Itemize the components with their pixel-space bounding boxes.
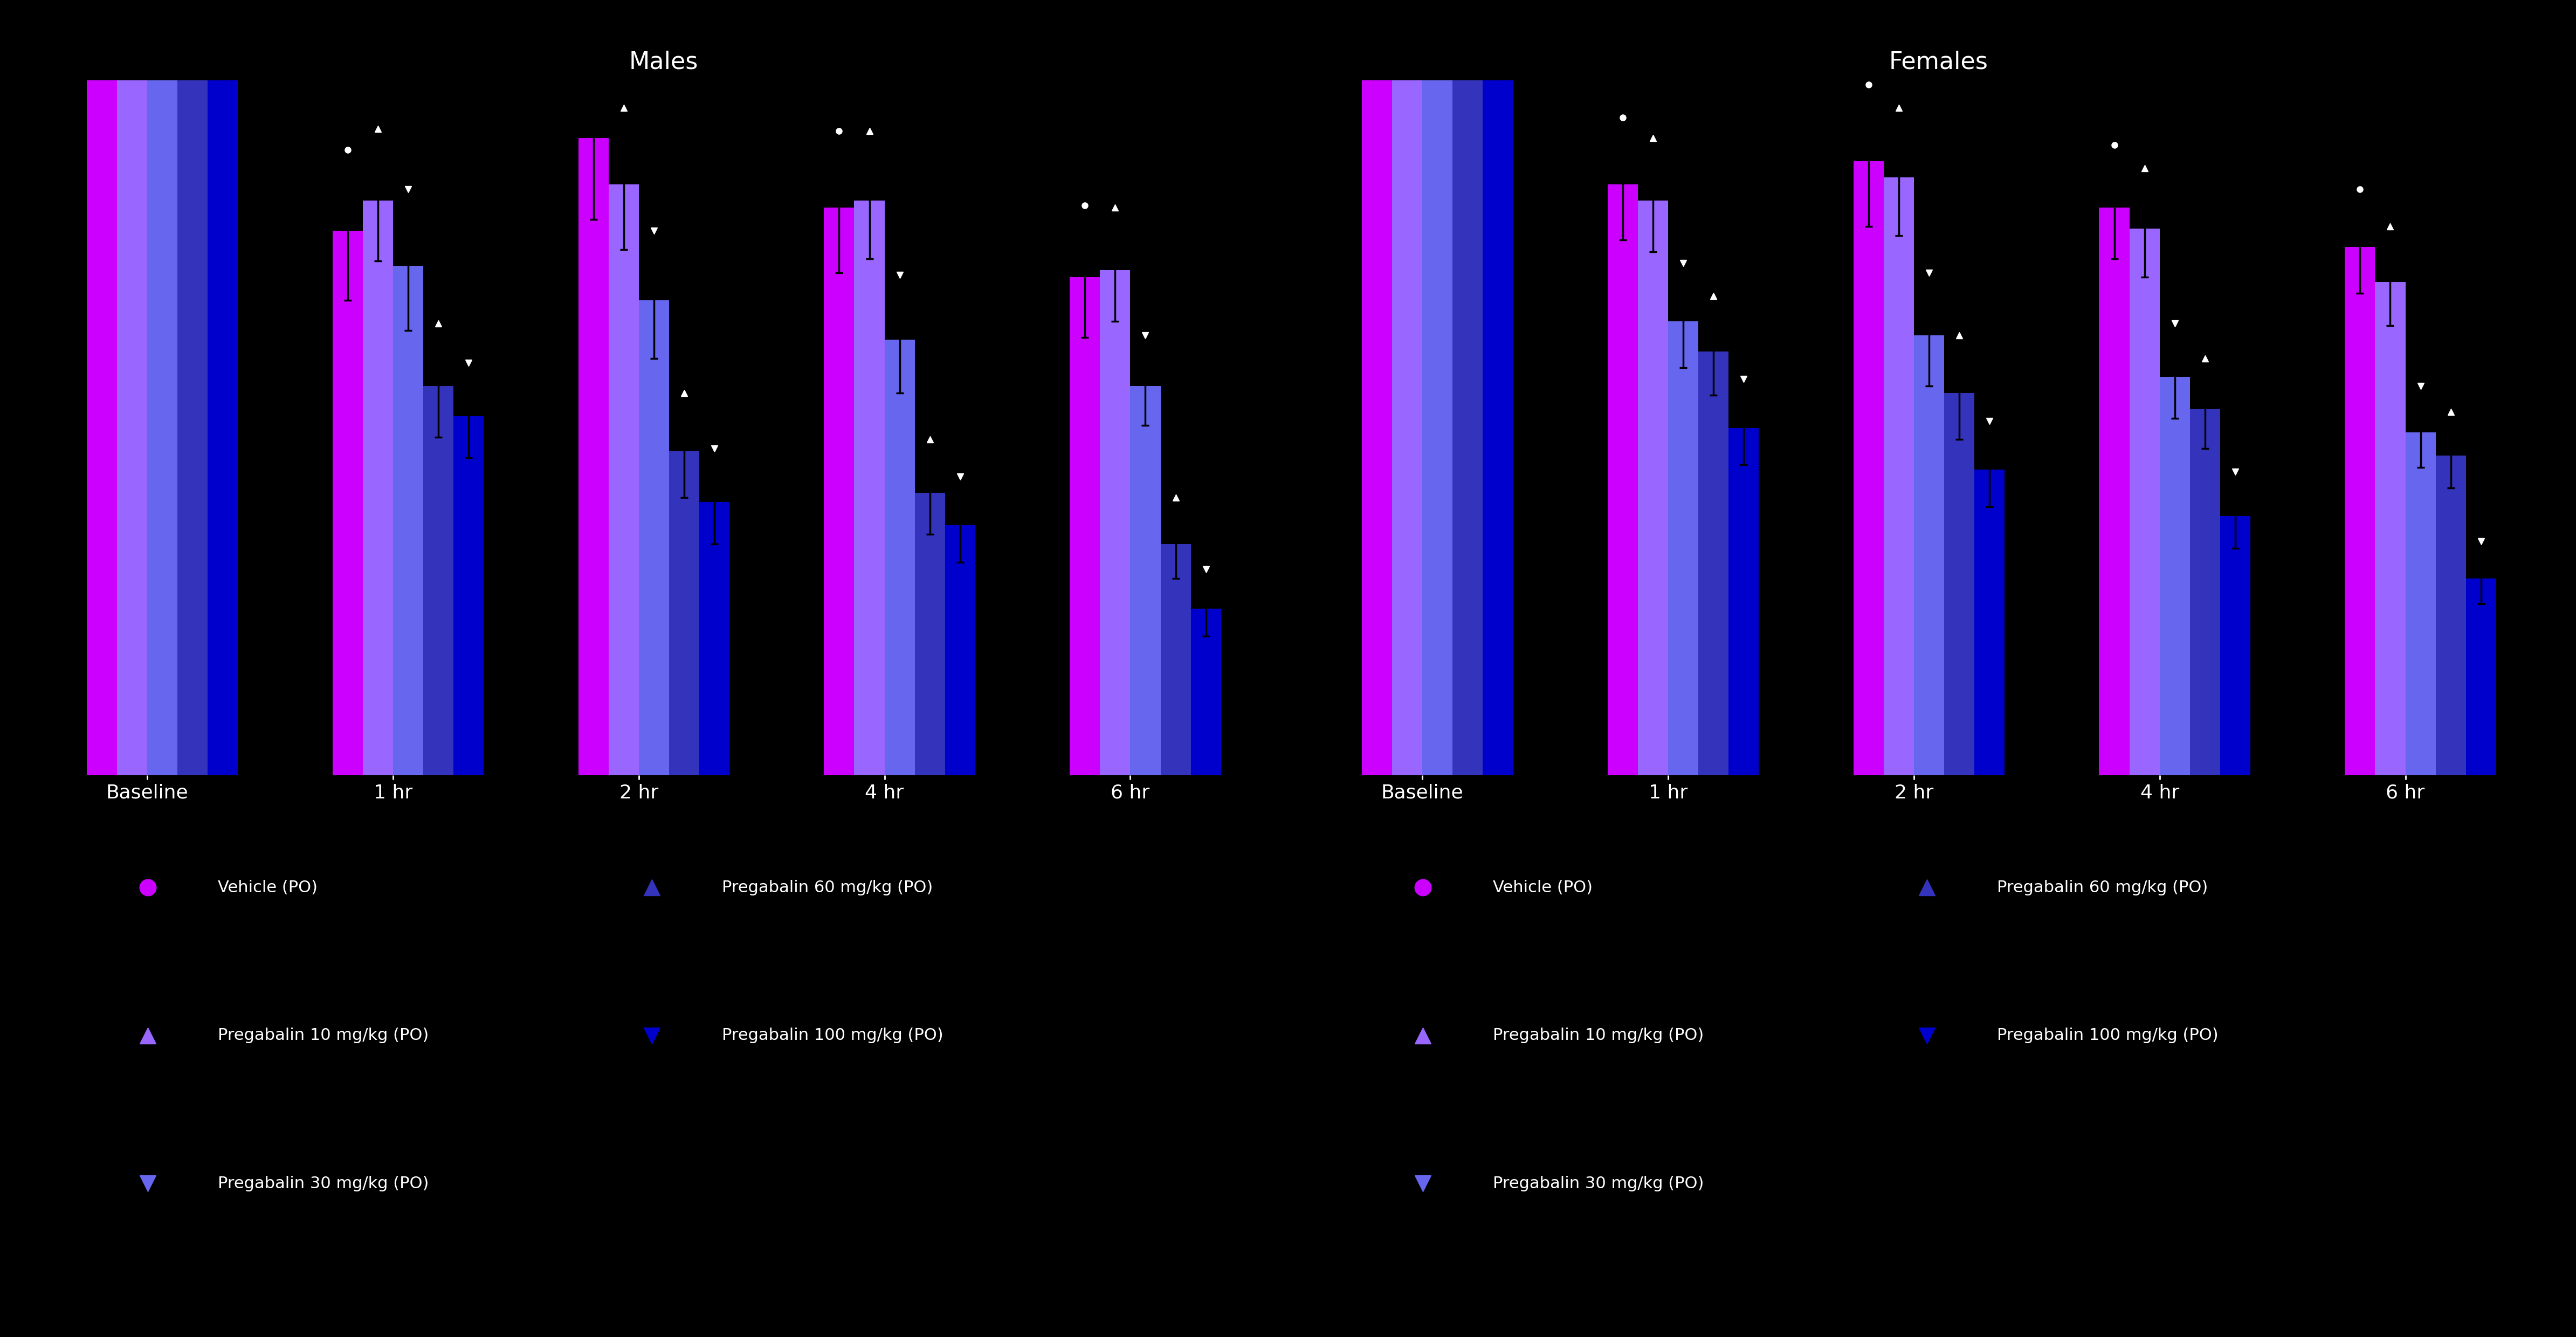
- Bar: [332, 231, 363, 775]
- Bar: [1162, 544, 1190, 775]
- Bar: [1391, 80, 1422, 775]
- Bar: [2465, 579, 2496, 775]
- Text: Pregabalin 30 mg/kg (PO): Pregabalin 30 mg/kg (PO): [219, 1175, 430, 1191]
- Title: Females: Females: [1888, 51, 1989, 74]
- Bar: [1484, 80, 1512, 775]
- Bar: [670, 451, 698, 775]
- Bar: [577, 138, 608, 775]
- Bar: [1453, 80, 1484, 775]
- Bar: [1914, 336, 1945, 775]
- Text: Vehicle (PO): Vehicle (PO): [219, 880, 317, 896]
- Text: Pregabalin 60 mg/kg (PO): Pregabalin 60 mg/kg (PO): [721, 880, 933, 896]
- Bar: [422, 386, 453, 775]
- Bar: [2190, 409, 2221, 775]
- Bar: [453, 416, 484, 775]
- Bar: [116, 80, 147, 775]
- Bar: [698, 501, 729, 775]
- Bar: [2406, 432, 2437, 775]
- Bar: [147, 80, 178, 775]
- Bar: [394, 266, 422, 775]
- Bar: [1422, 80, 1453, 775]
- Bar: [914, 493, 945, 775]
- Text: Pregabalin 10 mg/kg (PO): Pregabalin 10 mg/kg (PO): [219, 1028, 428, 1043]
- Bar: [88, 80, 116, 775]
- Text: Pregabalin 100 mg/kg (PO): Pregabalin 100 mg/kg (PO): [1996, 1028, 2218, 1043]
- Text: Pregabalin 30 mg/kg (PO): Pregabalin 30 mg/kg (PO): [1494, 1175, 1705, 1191]
- Text: Pregabalin 100 mg/kg (PO): Pregabalin 100 mg/kg (PO): [721, 1028, 943, 1043]
- Bar: [209, 80, 237, 775]
- Bar: [1698, 352, 1728, 775]
- Bar: [1638, 201, 1669, 775]
- Bar: [2375, 282, 2406, 775]
- Title: Males: Males: [629, 51, 698, 74]
- Bar: [1973, 469, 2004, 775]
- Bar: [1190, 608, 1221, 775]
- Bar: [824, 207, 855, 775]
- Bar: [363, 201, 394, 775]
- Bar: [608, 185, 639, 775]
- Bar: [2344, 247, 2375, 775]
- Bar: [1069, 277, 1100, 775]
- Bar: [1945, 393, 1973, 775]
- Bar: [945, 525, 976, 775]
- Bar: [1131, 386, 1162, 775]
- Bar: [1363, 80, 1391, 775]
- Bar: [1607, 185, 1638, 775]
- Text: Pregabalin 10 mg/kg (PO): Pregabalin 10 mg/kg (PO): [1494, 1028, 1703, 1043]
- Text: Vehicle (PO): Vehicle (PO): [1494, 880, 1592, 896]
- Bar: [178, 80, 209, 775]
- Bar: [2159, 377, 2190, 775]
- Bar: [2099, 207, 2130, 775]
- Bar: [1852, 162, 1883, 775]
- Bar: [639, 301, 670, 775]
- Bar: [1728, 428, 1759, 775]
- Bar: [1669, 321, 1698, 775]
- Bar: [1100, 270, 1131, 775]
- Bar: [2437, 456, 2465, 775]
- Bar: [1883, 178, 1914, 775]
- Bar: [855, 201, 884, 775]
- Bar: [2130, 229, 2159, 775]
- Bar: [884, 340, 914, 775]
- Text: Pregabalin 60 mg/kg (PO): Pregabalin 60 mg/kg (PO): [1996, 880, 2208, 896]
- Bar: [2221, 516, 2251, 775]
